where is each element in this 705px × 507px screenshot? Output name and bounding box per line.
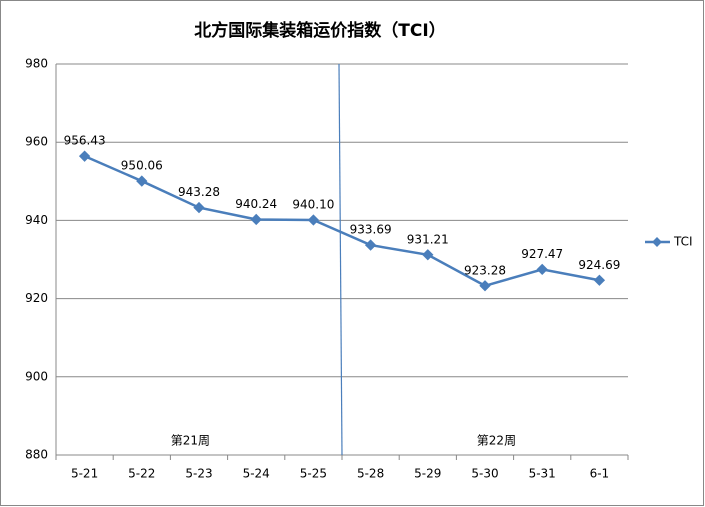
legend-label: TCI <box>673 235 693 249</box>
chart-title: 北方国际集装箱运价指数（TCI） <box>194 20 445 41</box>
x-tick-label: 5-22 <box>128 467 155 481</box>
x-tick-label: 5-28 <box>357 467 384 481</box>
data-label: 927.47 <box>521 247 563 261</box>
y-tick-label: 900 <box>25 369 48 383</box>
x-tick-label: 6-1 <box>590 467 610 481</box>
data-label: 950.06 <box>121 159 163 173</box>
data-label: 956.43 <box>64 134 106 148</box>
data-label: 931.21 <box>407 232 449 246</box>
x-tick-label: 5-23 <box>185 467 212 481</box>
marker <box>193 201 205 214</box>
marker <box>307 214 320 226</box>
x-tick-label: 5-24 <box>243 467 270 481</box>
line <box>84 155 600 288</box>
legend-marker <box>652 237 662 247</box>
x-tick-label: 5-31 <box>529 467 556 481</box>
y-tick-label: 960 <box>25 135 48 149</box>
marker <box>364 239 377 251</box>
x-tick-label: 5-29 <box>414 467 441 481</box>
data-label: 923.28 <box>464 263 506 277</box>
week-divider <box>338 63 343 456</box>
data-label: 940.24 <box>235 197 277 211</box>
marker <box>422 249 434 261</box>
y-tick-label: 940 <box>25 213 48 227</box>
marker <box>536 263 548 276</box>
y-tick-label: 880 <box>25 448 48 462</box>
x-tick-label: 5-25 <box>300 467 327 481</box>
y-tick-label: 980 <box>25 57 48 71</box>
data-label: 940.10 <box>292 198 334 212</box>
data-label: 933.69 <box>350 223 392 237</box>
data-label: 924.69 <box>578 258 620 272</box>
x-tick-label: 5-21 <box>71 467 98 481</box>
marker <box>479 280 491 292</box>
annotation: 第22周 <box>477 434 516 448</box>
annotation: 第21周 <box>171 434 210 448</box>
y-tick-label: 920 <box>25 291 48 305</box>
marker <box>593 274 606 286</box>
x-tick-label: 5-30 <box>471 467 498 481</box>
marker <box>136 175 148 187</box>
data-label: 943.28 <box>178 185 220 199</box>
